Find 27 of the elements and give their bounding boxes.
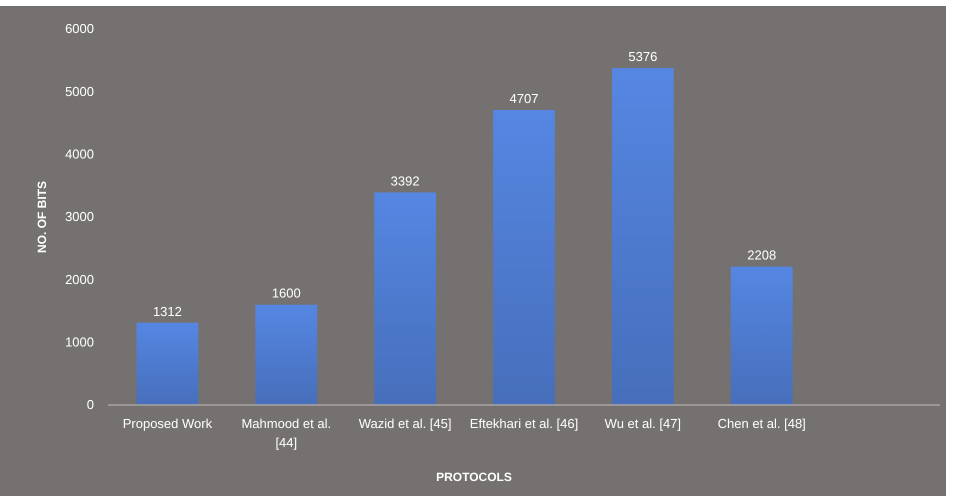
data-label: 4707 xyxy=(510,91,538,106)
y-tick-label: 1000 xyxy=(65,334,94,350)
data-label: 1600 xyxy=(272,286,301,301)
x-axis-title: PROTOCOLS xyxy=(436,470,512,484)
x-tick-label: Mahmood et al. [44] xyxy=(241,416,332,450)
y-tick-label: 6000 xyxy=(65,21,94,36)
x-tick-label: Wu et al. [47] xyxy=(604,416,682,431)
y-axis-title: NO. OF BITS xyxy=(35,181,49,253)
data-label: 3392 xyxy=(390,173,420,188)
bar xyxy=(255,304,318,405)
data-label: 2208 xyxy=(747,248,776,263)
bar xyxy=(493,110,555,405)
bar xyxy=(612,68,674,405)
x-tick-label: Eftekhari et al. [46] xyxy=(470,416,578,431)
y-tick-label: 0 xyxy=(86,397,94,412)
y-tick-label: 3000 xyxy=(65,209,94,224)
bar xyxy=(730,266,793,405)
bar xyxy=(136,322,198,405)
y-tick-label: 5000 xyxy=(65,84,94,99)
data-label: 5376 xyxy=(628,49,658,64)
x-tick-label: Chen et al. [48] xyxy=(718,416,806,431)
data-label: 1312 xyxy=(152,304,182,319)
bar xyxy=(374,192,436,405)
y-tick-label: 2000 xyxy=(65,272,94,287)
y-tick-label: 4000 xyxy=(65,146,94,162)
x-tick-label: Wazid et al. [45] xyxy=(358,416,452,431)
x-tick-label: Proposed Work xyxy=(122,416,213,431)
